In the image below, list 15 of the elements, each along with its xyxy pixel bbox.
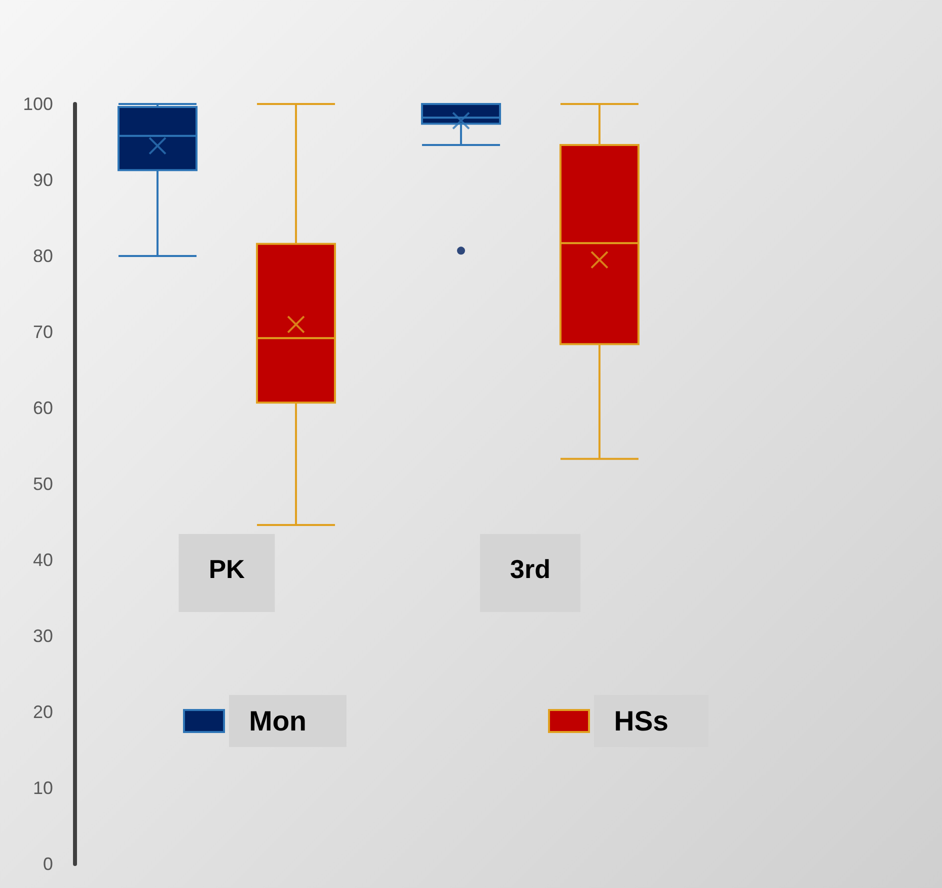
x-tick-label: 3rd xyxy=(510,554,550,584)
y-tick-label: 20 xyxy=(32,702,53,722)
y-tick-label: 60 xyxy=(32,398,53,418)
y-tick-label: 80 xyxy=(32,246,53,266)
y-tick-label: 10 xyxy=(32,778,53,798)
y-tick-label: 0 xyxy=(42,854,53,874)
y-tick-label: 70 xyxy=(32,322,53,342)
legend-label: HSs xyxy=(614,706,668,736)
y-tick-label: 40 xyxy=(32,550,53,570)
legend-label: Mon xyxy=(249,706,307,736)
x-tick-label: PK xyxy=(208,554,246,584)
y-tick-label: 90 xyxy=(32,170,53,190)
y-tick-label: 50 xyxy=(32,474,53,494)
y-tick-label: 100 xyxy=(22,94,53,114)
y-tick-label: 30 xyxy=(32,626,53,646)
